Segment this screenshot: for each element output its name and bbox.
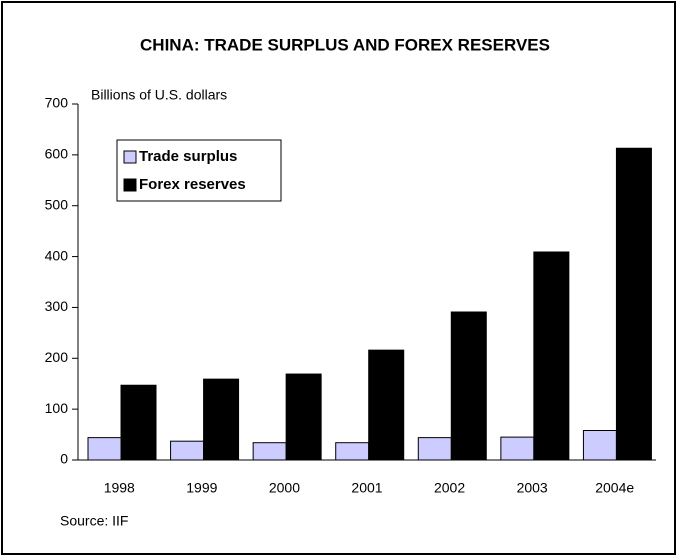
y-tick-label: 400	[45, 247, 69, 263]
y-tick-label: 100	[45, 400, 69, 416]
x-tick-label: 2001	[351, 480, 382, 496]
legend	[116, 139, 282, 202]
x-tick-label: 2003	[517, 480, 548, 496]
bar	[500, 436, 535, 461]
legend-swatch	[123, 150, 137, 164]
y-tick-label: 300	[45, 298, 69, 314]
bar	[252, 442, 287, 461]
source: Source: IIF	[60, 513, 128, 529]
chart-title: CHINA: TRADE SURPLUS AND FOREX RESERVES	[140, 35, 550, 54]
x-tick-label: 1998	[104, 480, 135, 496]
y-tick-label: 700	[45, 95, 69, 111]
legend-swatch	[123, 178, 137, 192]
y-tick-label: 0	[60, 451, 68, 467]
bar	[170, 440, 205, 461]
legend-text: Forex reserves	[139, 176, 246, 193]
x-tick-label: 2004e	[595, 480, 634, 496]
bar	[533, 251, 570, 461]
bar	[450, 311, 487, 461]
bar	[417, 437, 452, 461]
bar	[285, 373, 322, 461]
bar	[203, 378, 240, 461]
bar	[335, 442, 370, 461]
bar	[582, 430, 617, 461]
x-tick-label: 1999	[186, 480, 217, 496]
bar	[615, 147, 652, 461]
x-tick-label: 2000	[269, 480, 300, 496]
y-tick-label: 600	[45, 146, 69, 162]
bar	[120, 384, 157, 461]
y-axis-label: Billions of U.S. dollars	[91, 87, 227, 103]
y-tick-label: 500	[45, 196, 69, 212]
x-tick-label: 2002	[434, 480, 465, 496]
bar	[368, 349, 405, 461]
bar	[87, 437, 122, 461]
legend-text: Trade surplus	[139, 148, 237, 165]
y-tick-label: 200	[45, 349, 69, 365]
